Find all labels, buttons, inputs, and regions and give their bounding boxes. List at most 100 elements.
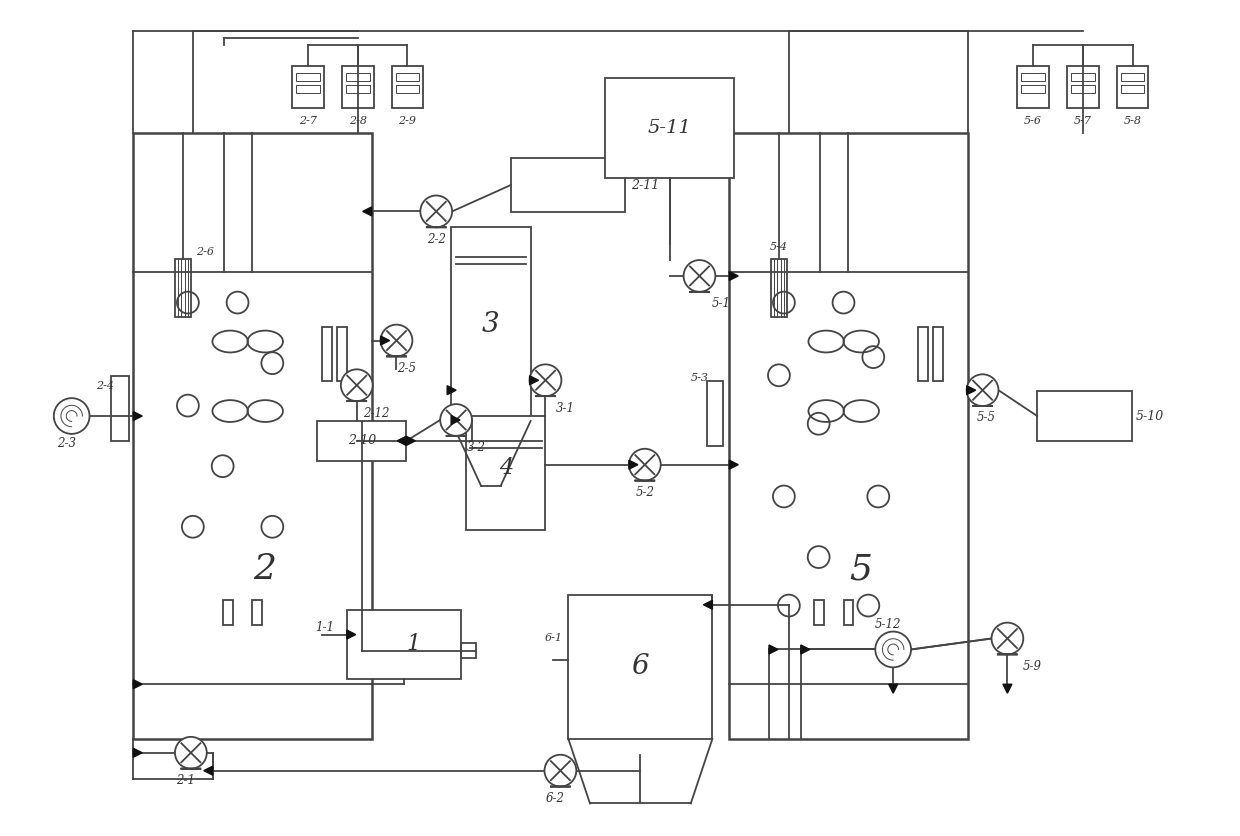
Polygon shape (398, 436, 407, 446)
Bar (771, 259, 787, 317)
Text: 2-10: 2-10 (347, 435, 376, 447)
Text: 2-11: 2-11 (631, 179, 658, 191)
Polygon shape (801, 645, 810, 654)
Text: 2-3: 2-3 (57, 437, 76, 451)
Text: 5-4: 5-4 (770, 242, 787, 252)
Circle shape (967, 375, 998, 406)
Text: 4: 4 (498, 457, 513, 479)
Bar (223, 599, 233, 624)
Polygon shape (133, 411, 143, 421)
Polygon shape (967, 385, 976, 395)
Polygon shape (529, 376, 538, 385)
Polygon shape (769, 645, 777, 654)
Text: 6-2: 6-2 (546, 792, 565, 805)
Text: 5-12: 5-12 (875, 618, 901, 631)
Text: 5-9: 5-9 (1023, 660, 1042, 673)
Bar (296, 74, 320, 81)
Bar (1071, 85, 1095, 93)
Circle shape (440, 404, 472, 436)
Polygon shape (1003, 684, 1012, 693)
Bar (466, 416, 546, 530)
Bar (346, 74, 370, 81)
Polygon shape (729, 460, 738, 469)
Text: 2-7: 2-7 (299, 116, 317, 126)
Bar (317, 421, 407, 461)
Text: 2-2: 2-2 (427, 232, 445, 246)
Polygon shape (398, 436, 407, 446)
Bar (1121, 85, 1145, 93)
Bar (293, 66, 324, 108)
Circle shape (341, 370, 373, 401)
Circle shape (381, 324, 413, 356)
Circle shape (544, 755, 577, 787)
Polygon shape (729, 272, 738, 280)
Text: 2-4: 2-4 (97, 381, 114, 391)
Circle shape (683, 260, 715, 292)
Text: 2-9: 2-9 (398, 116, 417, 126)
Polygon shape (347, 630, 356, 639)
Text: 2-1: 2-1 (176, 774, 196, 787)
Text: 5-1: 5-1 (712, 298, 730, 310)
Text: 5-2: 5-2 (635, 486, 655, 499)
Polygon shape (381, 336, 389, 345)
Bar (392, 66, 423, 108)
Text: 5: 5 (849, 553, 872, 586)
Circle shape (420, 196, 453, 227)
Bar (843, 599, 853, 624)
Text: 2-8: 2-8 (348, 116, 367, 126)
Circle shape (875, 631, 911, 667)
Text: 6-1: 6-1 (544, 633, 563, 643)
Bar (1037, 391, 1132, 441)
Bar (346, 85, 370, 93)
Bar (175, 259, 191, 317)
Text: 5-5: 5-5 (977, 411, 996, 425)
Text: 6: 6 (631, 654, 650, 681)
Bar (605, 79, 734, 177)
Text: 3-2: 3-2 (466, 441, 486, 454)
Text: 2-5: 2-5 (397, 362, 415, 375)
Bar (1022, 74, 1045, 81)
Text: 1-1: 1-1 (315, 621, 335, 634)
Circle shape (529, 364, 562, 396)
Bar (918, 327, 928, 381)
Bar (1117, 66, 1148, 108)
Bar (707, 381, 723, 446)
Bar (322, 327, 332, 381)
Text: 2-6: 2-6 (196, 247, 213, 257)
Polygon shape (363, 207, 372, 216)
Text: 2-12: 2-12 (363, 406, 389, 420)
Bar (253, 599, 263, 624)
Text: 1: 1 (407, 634, 420, 655)
Bar (729, 133, 967, 739)
Polygon shape (407, 436, 415, 446)
Text: 3: 3 (482, 311, 500, 338)
Circle shape (175, 737, 207, 768)
Bar (1022, 85, 1045, 93)
Text: 3-1: 3-1 (556, 401, 575, 415)
Bar (342, 66, 373, 108)
Text: 5-10: 5-10 (1136, 410, 1163, 422)
Circle shape (992, 623, 1023, 655)
Polygon shape (889, 684, 898, 693)
Bar (296, 85, 320, 93)
Polygon shape (448, 385, 456, 395)
Bar (568, 595, 713, 739)
Bar (133, 133, 372, 739)
Polygon shape (133, 680, 143, 689)
Bar (813, 599, 823, 624)
Bar (932, 327, 942, 381)
Bar (1121, 74, 1145, 81)
Text: 5-8: 5-8 (1123, 116, 1142, 126)
Text: 5-7: 5-7 (1074, 116, 1092, 126)
Bar (112, 376, 129, 441)
Text: 5-3: 5-3 (691, 373, 708, 383)
Polygon shape (133, 748, 143, 757)
Polygon shape (629, 460, 637, 469)
Bar (1066, 66, 1099, 108)
Text: 5-6: 5-6 (1024, 116, 1043, 126)
Polygon shape (451, 415, 460, 425)
Bar (396, 85, 419, 93)
Polygon shape (703, 600, 713, 609)
Text: 5-11: 5-11 (647, 119, 692, 137)
Bar (396, 74, 419, 81)
